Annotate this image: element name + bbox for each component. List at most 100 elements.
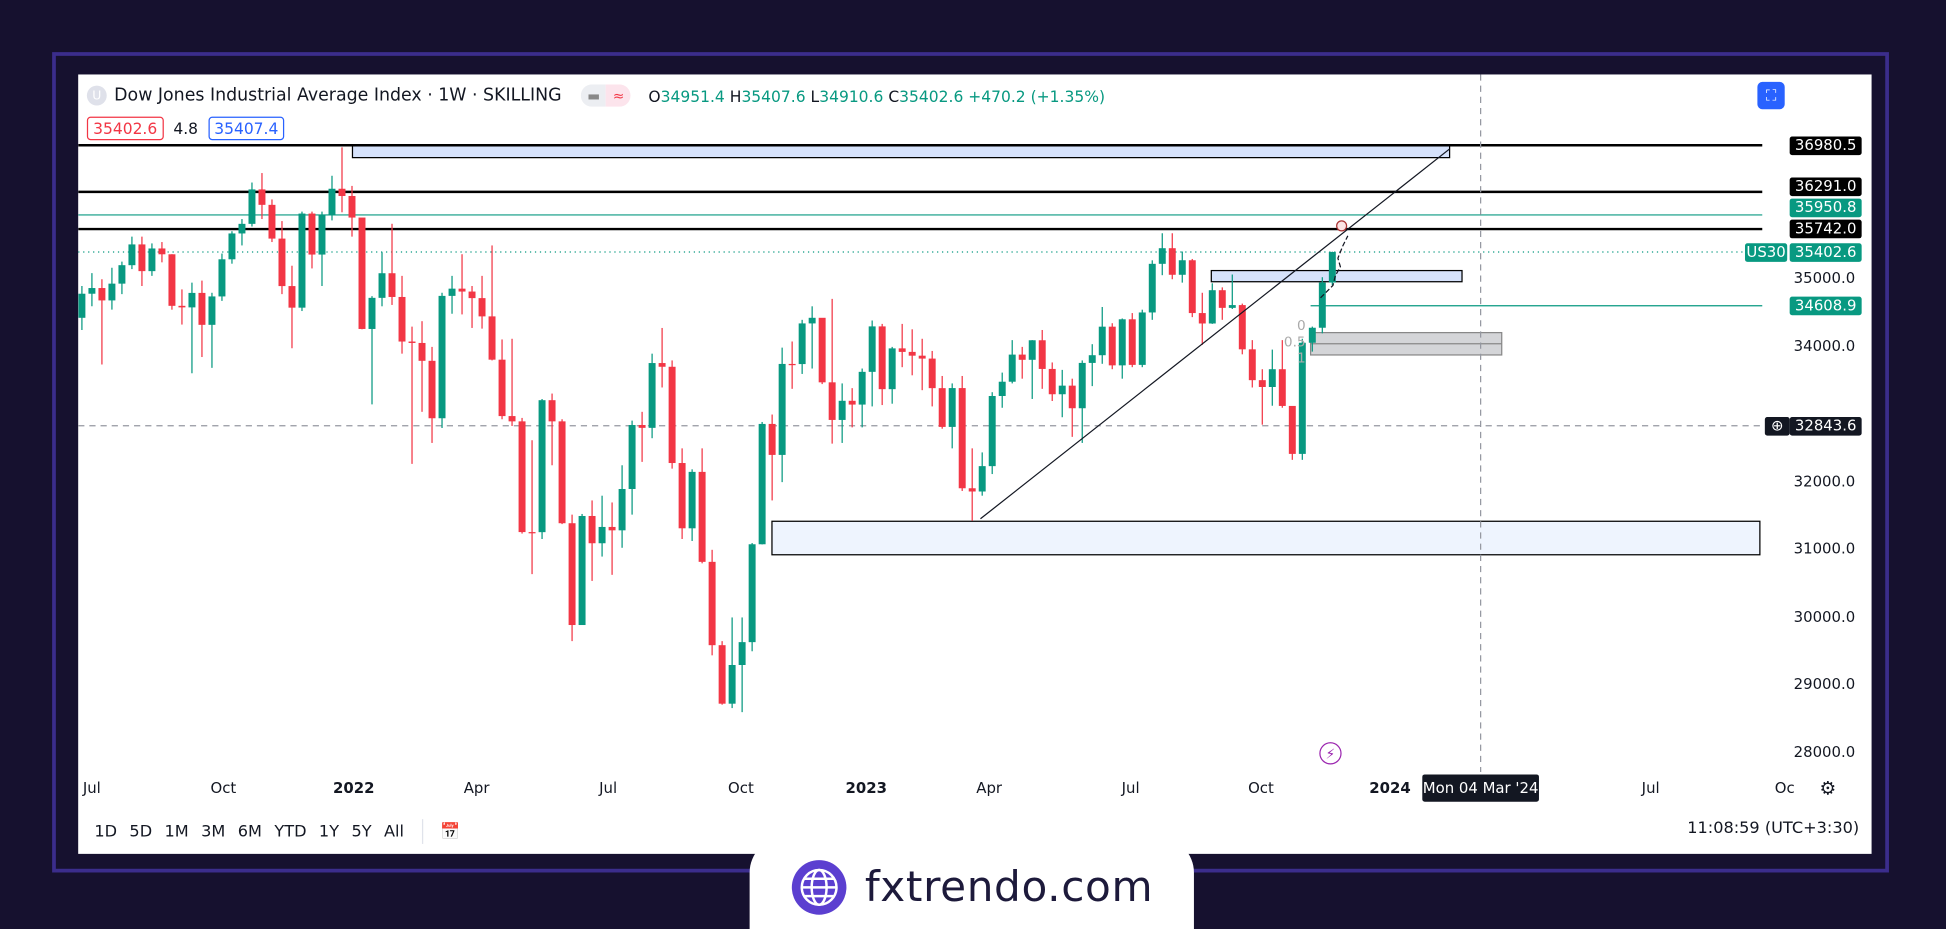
trade-row: 35402.6 4.8 35407.4 bbox=[86, 116, 285, 141]
candle-body bbox=[1168, 248, 1176, 275]
fib-label-1: 1 bbox=[1297, 350, 1306, 366]
candle-body bbox=[458, 288, 466, 292]
lightning-icon[interactable]: ⚡ bbox=[1319, 742, 1342, 765]
brand-logo: fxtrendo.com bbox=[749, 837, 1194, 929]
clock[interactable]: 11:08:59 (UTC+3:30) bbox=[1687, 819, 1860, 838]
candle-body bbox=[708, 561, 716, 646]
time-tick: Oct bbox=[728, 779, 754, 797]
range-button-all[interactable]: All bbox=[384, 822, 405, 841]
range-button-1y[interactable]: 1Y bbox=[318, 822, 340, 841]
candle-body bbox=[1068, 385, 1076, 409]
range-button-1m[interactable]: 1M bbox=[164, 822, 189, 841]
candle-body bbox=[118, 265, 126, 284]
level-lines[interactable] bbox=[78, 144, 1763, 307]
price-tick: 28000.0 bbox=[1793, 742, 1856, 761]
candle-body bbox=[1038, 340, 1046, 369]
open-value: 34951.4 bbox=[660, 86, 725, 105]
zone-mid[interactable] bbox=[1210, 269, 1463, 283]
time-tick: Apr bbox=[976, 779, 1003, 797]
demand-zone-bottom[interactable] bbox=[771, 520, 1761, 556]
candle-body bbox=[298, 213, 306, 308]
candle-body bbox=[1058, 385, 1066, 395]
candle-body bbox=[1198, 313, 1206, 324]
legend-toggles[interactable]: ▬ ≈ bbox=[581, 84, 632, 107]
drawings[interactable] bbox=[351, 144, 1761, 556]
eye-toggle-icon[interactable]: ▬ bbox=[581, 84, 607, 107]
trendline[interactable] bbox=[980, 148, 1450, 520]
buy-button[interactable]: 35407.4 bbox=[208, 116, 285, 141]
price-tick: 34000.0 bbox=[1793, 336, 1856, 355]
range-button-5y[interactable]: 5Y bbox=[351, 822, 372, 841]
candle-body bbox=[628, 425, 636, 489]
fullscreen-button[interactable]: ⛶ bbox=[1757, 81, 1785, 110]
time-tick: Oct bbox=[210, 779, 237, 797]
candle-body bbox=[258, 189, 266, 205]
candle-body bbox=[1308, 327, 1316, 343]
candle-body bbox=[348, 195, 356, 218]
time-tick: Oct bbox=[1248, 779, 1274, 797]
candle-body bbox=[198, 292, 206, 325]
candle-body bbox=[998, 381, 1006, 396]
chart-panel[interactable] bbox=[78, 74, 1872, 854]
change-value: +470.2 (+1.35%) bbox=[968, 86, 1106, 105]
candle-body bbox=[568, 523, 576, 626]
candle-body bbox=[658, 363, 666, 367]
candle-body bbox=[1128, 319, 1136, 365]
range-button-5d[interactable]: 5D bbox=[129, 822, 153, 841]
calendar-icon[interactable]: 📅 bbox=[440, 822, 461, 841]
add-alert-plus-icon[interactable]: ⊕ bbox=[1764, 416, 1790, 436]
symbol-logo-icon: U bbox=[86, 85, 107, 106]
candle-body bbox=[1118, 319, 1126, 366]
candle-body bbox=[138, 244, 146, 272]
range-button-1d[interactable]: 1D bbox=[94, 822, 118, 841]
settings-gear-icon[interactable]: ⚙ bbox=[1819, 776, 1837, 800]
symbol-title[interactable]: Dow Jones Industrial Average Index · 1W … bbox=[114, 85, 562, 106]
sell-button[interactable]: 35402.6 bbox=[86, 116, 164, 141]
candle-body bbox=[958, 388, 966, 489]
time-tick: Jul bbox=[599, 779, 618, 797]
candle-body bbox=[1158, 248, 1166, 264]
candle-body bbox=[498, 359, 506, 417]
candle-body bbox=[448, 288, 456, 296]
candle-body bbox=[128, 244, 136, 266]
candle-body bbox=[1318, 282, 1326, 328]
price-tick: 29000.0 bbox=[1793, 675, 1856, 693]
candle-body bbox=[488, 316, 496, 360]
candle-body bbox=[888, 348, 896, 390]
fullscreen-icon: ⛶ bbox=[1765, 86, 1777, 104]
toolbar-divider bbox=[421, 819, 423, 844]
candle-body bbox=[778, 363, 786, 455]
trendline-anchor[interactable] bbox=[1336, 220, 1348, 232]
supply-zone-top[interactable] bbox=[351, 144, 1451, 159]
candle-body bbox=[948, 388, 956, 427]
candle-body bbox=[228, 233, 236, 260]
wave-icon[interactable]: ≈ bbox=[606, 84, 632, 107]
candle-body bbox=[578, 515, 586, 626]
price-tag: 35950.8 bbox=[1789, 198, 1862, 218]
projection-path[interactable] bbox=[1320, 235, 1349, 299]
candle-body bbox=[698, 471, 706, 562]
candle-body bbox=[548, 400, 556, 422]
price-tag: 36291.0 bbox=[1789, 177, 1862, 197]
low-label: L bbox=[810, 86, 820, 105]
candle-body bbox=[1028, 340, 1036, 360]
candles bbox=[78, 147, 1336, 713]
candle-body bbox=[678, 463, 686, 529]
spread: 4.8 bbox=[173, 119, 199, 138]
range-button-ytd[interactable]: YTD bbox=[274, 822, 307, 841]
candle-body bbox=[428, 360, 436, 419]
candle-body bbox=[248, 189, 256, 224]
range-button-3m[interactable]: 3M bbox=[201, 822, 226, 841]
candle-body bbox=[718, 645, 726, 704]
time-tick: Jul bbox=[1641, 779, 1660, 797]
legend: U Dow Jones Industrial Average Index · 1… bbox=[86, 84, 1106, 107]
fib-label-0.5: 0.5 bbox=[1284, 334, 1306, 350]
candle-body bbox=[978, 466, 986, 492]
candle-body bbox=[538, 400, 546, 533]
price-tick: 35000.0 bbox=[1793, 269, 1856, 287]
candle-body bbox=[338, 188, 346, 196]
range-button-6m[interactable]: 6M bbox=[237, 822, 262, 841]
high-value: 35407.6 bbox=[741, 86, 806, 105]
